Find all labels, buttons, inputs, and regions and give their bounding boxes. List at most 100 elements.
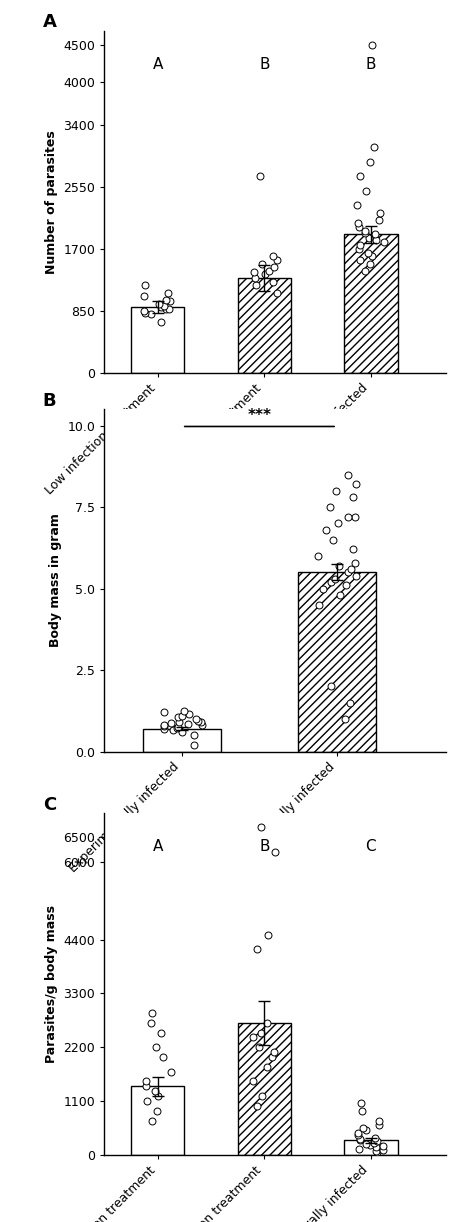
- Point: [363, 1134, 370, 1154]
- Point: [365, 229, 373, 248]
- Point: [356, 166, 363, 186]
- Point: [180, 701, 188, 721]
- Point: [163, 290, 170, 309]
- Y-axis label: Number of parasites: Number of parasites: [45, 130, 58, 274]
- Point: [158, 1023, 165, 1042]
- Bar: [344, 1140, 398, 1155]
- Point: [355, 214, 362, 233]
- Point: [164, 282, 171, 302]
- Point: [362, 1121, 370, 1140]
- Point: [167, 1062, 175, 1081]
- Point: [270, 273, 277, 292]
- Text: B: B: [259, 838, 270, 854]
- Point: [376, 203, 383, 222]
- Point: [327, 497, 334, 517]
- Point: [264, 925, 272, 945]
- Point: [160, 703, 168, 722]
- Point: [373, 1141, 380, 1161]
- Point: [256, 166, 264, 186]
- Point: [344, 464, 351, 484]
- Point: [356, 1129, 364, 1149]
- Point: [319, 579, 327, 599]
- Text: C: C: [43, 796, 56, 814]
- Bar: [298, 572, 376, 752]
- Point: [173, 719, 181, 738]
- Point: [175, 712, 183, 732]
- Point: [379, 1136, 386, 1156]
- Text: C: C: [365, 838, 376, 854]
- Point: [169, 721, 177, 741]
- Point: [153, 1101, 160, 1121]
- Text: B: B: [365, 56, 376, 72]
- Text: ***: ***: [247, 408, 272, 423]
- Point: [141, 276, 148, 296]
- Point: [375, 1116, 383, 1135]
- Point: [373, 1138, 380, 1157]
- Point: [315, 595, 322, 615]
- Point: [191, 726, 198, 745]
- Point: [160, 296, 168, 315]
- Point: [356, 218, 363, 237]
- Point: [349, 540, 356, 560]
- Point: [273, 251, 281, 270]
- Point: [375, 210, 383, 230]
- Point: [336, 585, 344, 605]
- Point: [335, 513, 342, 533]
- Point: [140, 301, 148, 320]
- Point: [160, 716, 167, 736]
- Point: [141, 303, 149, 323]
- Point: [336, 556, 343, 576]
- Point: [345, 507, 352, 527]
- Point: [165, 299, 173, 319]
- Point: [197, 711, 205, 731]
- Point: [358, 1101, 365, 1121]
- Point: [155, 1086, 162, 1106]
- Point: [158, 312, 165, 331]
- Point: [356, 236, 364, 255]
- Text: A: A: [153, 56, 163, 72]
- Point: [359, 1118, 367, 1138]
- Point: [368, 247, 375, 266]
- Point: [371, 1128, 379, 1147]
- Point: [263, 1013, 271, 1033]
- Point: [355, 1125, 362, 1145]
- Point: [194, 711, 201, 731]
- Point: [354, 196, 361, 215]
- Point: [331, 569, 339, 589]
- Point: [185, 704, 193, 723]
- Bar: [237, 279, 291, 373]
- Point: [268, 1047, 276, 1067]
- Point: [371, 225, 379, 244]
- Point: [272, 842, 279, 862]
- Point: [266, 262, 273, 281]
- Point: [160, 719, 168, 738]
- Point: [166, 292, 173, 312]
- Bar: [344, 235, 398, 373]
- Point: [174, 717, 182, 737]
- Point: [148, 1111, 155, 1130]
- Point: [250, 263, 258, 282]
- Point: [356, 1130, 364, 1150]
- Point: [355, 240, 363, 259]
- Bar: [131, 307, 184, 373]
- Point: [263, 1057, 271, 1077]
- Text: B: B: [259, 56, 270, 72]
- Point: [370, 1133, 377, 1152]
- Point: [362, 221, 369, 241]
- Point: [159, 1047, 167, 1067]
- Point: [327, 677, 335, 697]
- Bar: [237, 1023, 291, 1155]
- Point: [355, 1123, 362, 1143]
- Point: [361, 224, 368, 243]
- Point: [342, 576, 350, 595]
- Y-axis label: Parasites/g body mass: Parasites/g body mass: [45, 904, 58, 1063]
- Point: [167, 714, 175, 733]
- Text: A: A: [43, 13, 57, 32]
- Point: [270, 258, 277, 277]
- Point: [347, 560, 355, 579]
- Point: [140, 286, 147, 306]
- Point: [148, 1003, 156, 1023]
- Point: [366, 1135, 374, 1155]
- Point: [143, 1072, 150, 1091]
- Point: [361, 262, 369, 281]
